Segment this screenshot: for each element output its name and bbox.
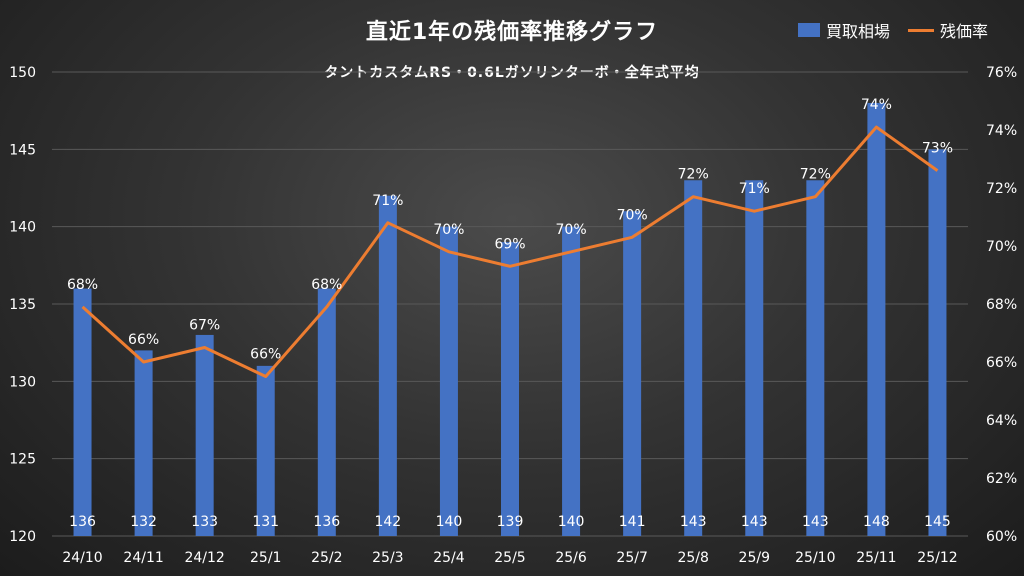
x-tick-label: 25/6: [555, 550, 587, 566]
x-tick-label: 25/8: [677, 550, 708, 566]
bar: [806, 180, 825, 536]
x-tick-label: 25/12: [917, 550, 957, 566]
bar-data-label: 136: [69, 514, 96, 530]
bar-data-label: 145: [924, 514, 951, 530]
x-tick-label: 25/2: [311, 550, 342, 566]
y-left-tick-label: 130: [9, 374, 36, 390]
legend-bar-label: 買取相場: [825, 22, 890, 41]
legend-bar-swatch: [797, 23, 820, 37]
y-left-tick-label: 150: [9, 65, 36, 81]
line-data-label: 68%: [67, 277, 98, 293]
legend-line-swatch: [907, 28, 934, 32]
bar: [562, 226, 581, 536]
bar: [867, 102, 886, 536]
y-right-tick-label: 68%: [986, 297, 1017, 313]
line-data-label: 71%: [739, 181, 770, 197]
chart-subtitle: タントカスタムRS・0.6Lガソリンターボ・全年式平均: [324, 65, 700, 81]
x-tick-label: 25/5: [494, 550, 525, 566]
bar-data-label: 140: [436, 514, 463, 530]
y-right-tick-label: 74%: [986, 123, 1017, 139]
y-left-tick-label: 125: [9, 452, 36, 468]
y-right-tick-label: 70%: [986, 239, 1017, 255]
legend-item-line: 残価率: [907, 18, 988, 42]
x-tick-label: 25/11: [856, 550, 896, 566]
legend: 買取相場 残価率: [780, 18, 988, 42]
bar: [317, 288, 336, 536]
line-data-label: 66%: [128, 332, 159, 348]
y-right-tick-label: 72%: [986, 181, 1017, 197]
bar-data-label: 133: [191, 514, 218, 530]
line-data-label: 69%: [494, 236, 525, 252]
bar: [195, 334, 214, 536]
chart-title: 直近1年の残価率推移グラフ: [365, 20, 659, 45]
line-data-label: 72%: [678, 167, 709, 183]
y-right-tick-label: 62%: [986, 471, 1017, 487]
bar-data-label: 148: [863, 514, 890, 530]
bar-data-label: 143: [680, 514, 707, 530]
x-tick-label: 25/7: [616, 550, 647, 566]
legend-item-bar: 買取相場: [797, 18, 890, 42]
bar: [73, 288, 92, 536]
bar: [439, 226, 458, 536]
line-series: [81, 125, 939, 378]
x-tick-label: 24/11: [123, 550, 163, 566]
bar: [623, 211, 642, 536]
line-data-label: 70%: [556, 222, 587, 238]
y-left-tick-label: 120: [9, 529, 36, 545]
y-left-tick-label: 145: [9, 142, 36, 158]
bar: [501, 242, 519, 536]
bar-data-label: 139: [497, 514, 524, 530]
x-tick-label: 24/12: [184, 550, 224, 566]
x-tick-label: 25/4: [433, 550, 465, 566]
bar: [134, 350, 153, 536]
line-data-label: 70%: [433, 222, 464, 238]
y-right-tick-label: 76%: [986, 65, 1017, 81]
x-tick-label: 25/9: [739, 550, 770, 566]
legend-line-label: 残価率: [939, 22, 988, 41]
bar-data-label: 136: [313, 514, 340, 530]
y-right-tick-label: 64%: [986, 413, 1017, 429]
y-left-tick-label: 140: [9, 220, 36, 236]
bar-data-label: 142: [374, 514, 401, 530]
y-right-tick-label: 60%: [986, 529, 1017, 545]
y-left-tick-label: 135: [9, 297, 36, 313]
bar: [256, 365, 275, 536]
bar-data-label: 143: [802, 514, 829, 530]
x-tick-label: 24/10: [62, 550, 102, 566]
line-data-label: 73%: [922, 141, 953, 157]
bar-data-label: 143: [741, 514, 768, 530]
bar-data-label: 140: [558, 514, 585, 530]
line-data-label: 71%: [372, 193, 403, 209]
line-data-label: 72%: [800, 167, 831, 183]
line-data-label: 70%: [617, 207, 648, 223]
bar-data-label: 141: [619, 514, 646, 530]
x-tick-label: 25/3: [372, 550, 403, 566]
line-data-label: 68%: [311, 277, 342, 293]
line-data-label: 67%: [189, 318, 220, 334]
bar: [684, 180, 703, 536]
y-right-tick-label: 66%: [986, 355, 1017, 371]
x-tick-label: 25/1: [250, 550, 281, 566]
line-data-label: 74%: [861, 97, 892, 113]
line-data-label: 66%: [250, 347, 281, 363]
bar: [745, 180, 764, 536]
x-tick-label: 25/10: [795, 550, 835, 566]
bar: [378, 195, 397, 536]
bar-data-label: 131: [252, 514, 279, 530]
bar-data-label: 132: [130, 514, 157, 530]
bar: [928, 149, 947, 537]
